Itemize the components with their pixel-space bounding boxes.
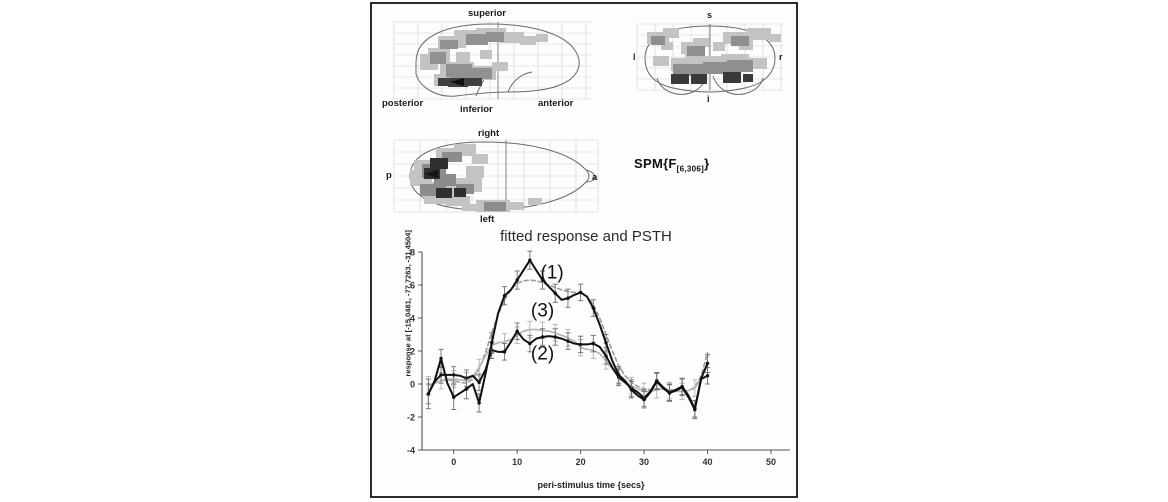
- spm-stat-brace: }: [704, 156, 710, 171]
- psth-plot: response at [-15.0481, -77.7263, -31.450…: [382, 230, 800, 496]
- series-0: [425, 250, 711, 420]
- plot-title: fitted response and PSTH: [500, 228, 672, 245]
- coronal-activation-blobs: [647, 28, 781, 84]
- transverse-cursor-marker: [424, 170, 438, 178]
- coronal-mip: s l r i: [627, 10, 793, 116]
- y-axis-label: response at [-15.0481, -77.7263, -31.450…: [403, 230, 413, 377]
- mip-label-anterior: anterior: [538, 98, 574, 109]
- x-axis-ticks: 0 10 20 30 40 50: [451, 450, 776, 467]
- mip-label-i: i: [707, 94, 710, 104]
- transverse-mip: right p a left: [380, 126, 616, 230]
- series-markers-1: [426, 329, 710, 411]
- svg-text:8: 8: [410, 248, 415, 258]
- mip-label-l: l: [633, 52, 636, 62]
- curve-annotation-3: (2): [531, 343, 554, 364]
- psth-plot-svg: -4 -2 0 2 4 6 8 0 10 20 30 40 50 (1) (3) (2): [407, 248, 790, 467]
- sagittal-mip: superior posterior inferior anterior: [380, 8, 606, 116]
- mip-label-a: a: [592, 172, 598, 183]
- sagittal-cursor-marker: [450, 78, 464, 86]
- curve-annotation-2: (3): [531, 300, 554, 321]
- svg-text:-2: -2: [407, 413, 415, 423]
- spm-stat-main: SPM{F: [634, 156, 677, 171]
- mip-label-p: p: [386, 170, 392, 181]
- series-markers-0: [426, 258, 710, 412]
- mip-label-superior: superior: [468, 8, 507, 19]
- svg-text:-4: -4: [407, 446, 415, 456]
- svg-text:2: 2: [410, 347, 415, 357]
- svg-text:40: 40: [703, 457, 713, 467]
- mip-label-inferior: inferior: [460, 104, 493, 115]
- error-bars-0: [425, 250, 711, 420]
- series-1: [425, 322, 711, 418]
- spm-statistic-label: SPM{F[6,306]}: [634, 156, 709, 174]
- mip-label-r: r: [779, 52, 783, 62]
- mip-label-posterior: posterior: [382, 98, 424, 109]
- svg-text:20: 20: [576, 457, 586, 467]
- svg-text:50: 50: [766, 457, 776, 467]
- svg-text:0: 0: [451, 457, 456, 467]
- svg-text:4: 4: [410, 314, 415, 324]
- spm-results-figure: superior posterior inferior anterior: [370, 2, 798, 498]
- y-axis-ticks: -4 -2 0 2 4 6 8: [407, 248, 422, 456]
- spm-stat-df: [6,306]: [676, 164, 705, 174]
- error-bars-1: [425, 322, 711, 418]
- sagittal-activation-blobs: [420, 28, 548, 87]
- mip-label-s: s: [707, 10, 713, 20]
- curve-annotations: (1) (3) (2): [531, 262, 564, 364]
- curve-annotation-1: (1): [540, 262, 563, 283]
- svg-text:30: 30: [639, 457, 649, 467]
- svg-text:6: 6: [410, 281, 415, 291]
- mip-label-left: left: [480, 214, 495, 225]
- svg-text:0: 0: [410, 380, 415, 390]
- mip-label-right: right: [478, 128, 500, 139]
- transverse-activation-blobs: [410, 144, 542, 212]
- x-axis-label: peri-stimulus time {secs}: [537, 480, 645, 490]
- svg-text:10: 10: [512, 457, 522, 467]
